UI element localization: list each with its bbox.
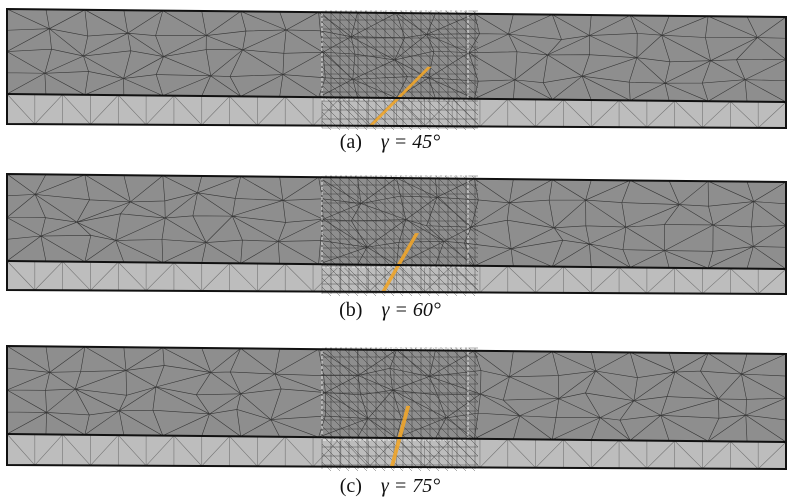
panel-outline-a [6, 7, 787, 130]
mesh-panel-c [6, 344, 787, 472]
panels-group [6, 7, 787, 472]
crack-a [368, 66, 432, 126]
caption-a-label: (a) [339, 131, 362, 153]
upper-layer-c [7, 346, 786, 442]
caption-b: (b) γ = 60° [0, 298, 790, 322]
panel-outline-b [6, 172, 787, 296]
caption-c-label: (c) [339, 475, 362, 497]
panel-outline-c [6, 344, 787, 471]
caption-a-equation: γ = 45° [380, 131, 441, 153]
interface-line-c [6, 433, 787, 443]
mesh-panel-a [6, 7, 787, 131]
upper-layer-b [7, 174, 786, 269]
refined-zone-box-c [321, 347, 469, 441]
caption-b-equation: γ = 60° [381, 299, 441, 321]
interface-line-b [6, 260, 787, 270]
caption-c: (c) γ = 75° [0, 474, 790, 498]
caption-c-equation: γ = 75° [380, 475, 441, 497]
crack-c [389, 405, 411, 467]
lower-layer-b [7, 261, 786, 294]
mesh-panel-b [6, 172, 787, 297]
refined-zone-box-b [321, 175, 469, 268]
mesh-lines-c [6, 345, 787, 472]
interface-line-a [6, 93, 787, 103]
caption-a: (a) γ = 45° [0, 130, 790, 154]
crack-b [381, 233, 419, 292]
caption-b-label: (b) [339, 299, 363, 321]
lower-layer-a [7, 94, 786, 128]
